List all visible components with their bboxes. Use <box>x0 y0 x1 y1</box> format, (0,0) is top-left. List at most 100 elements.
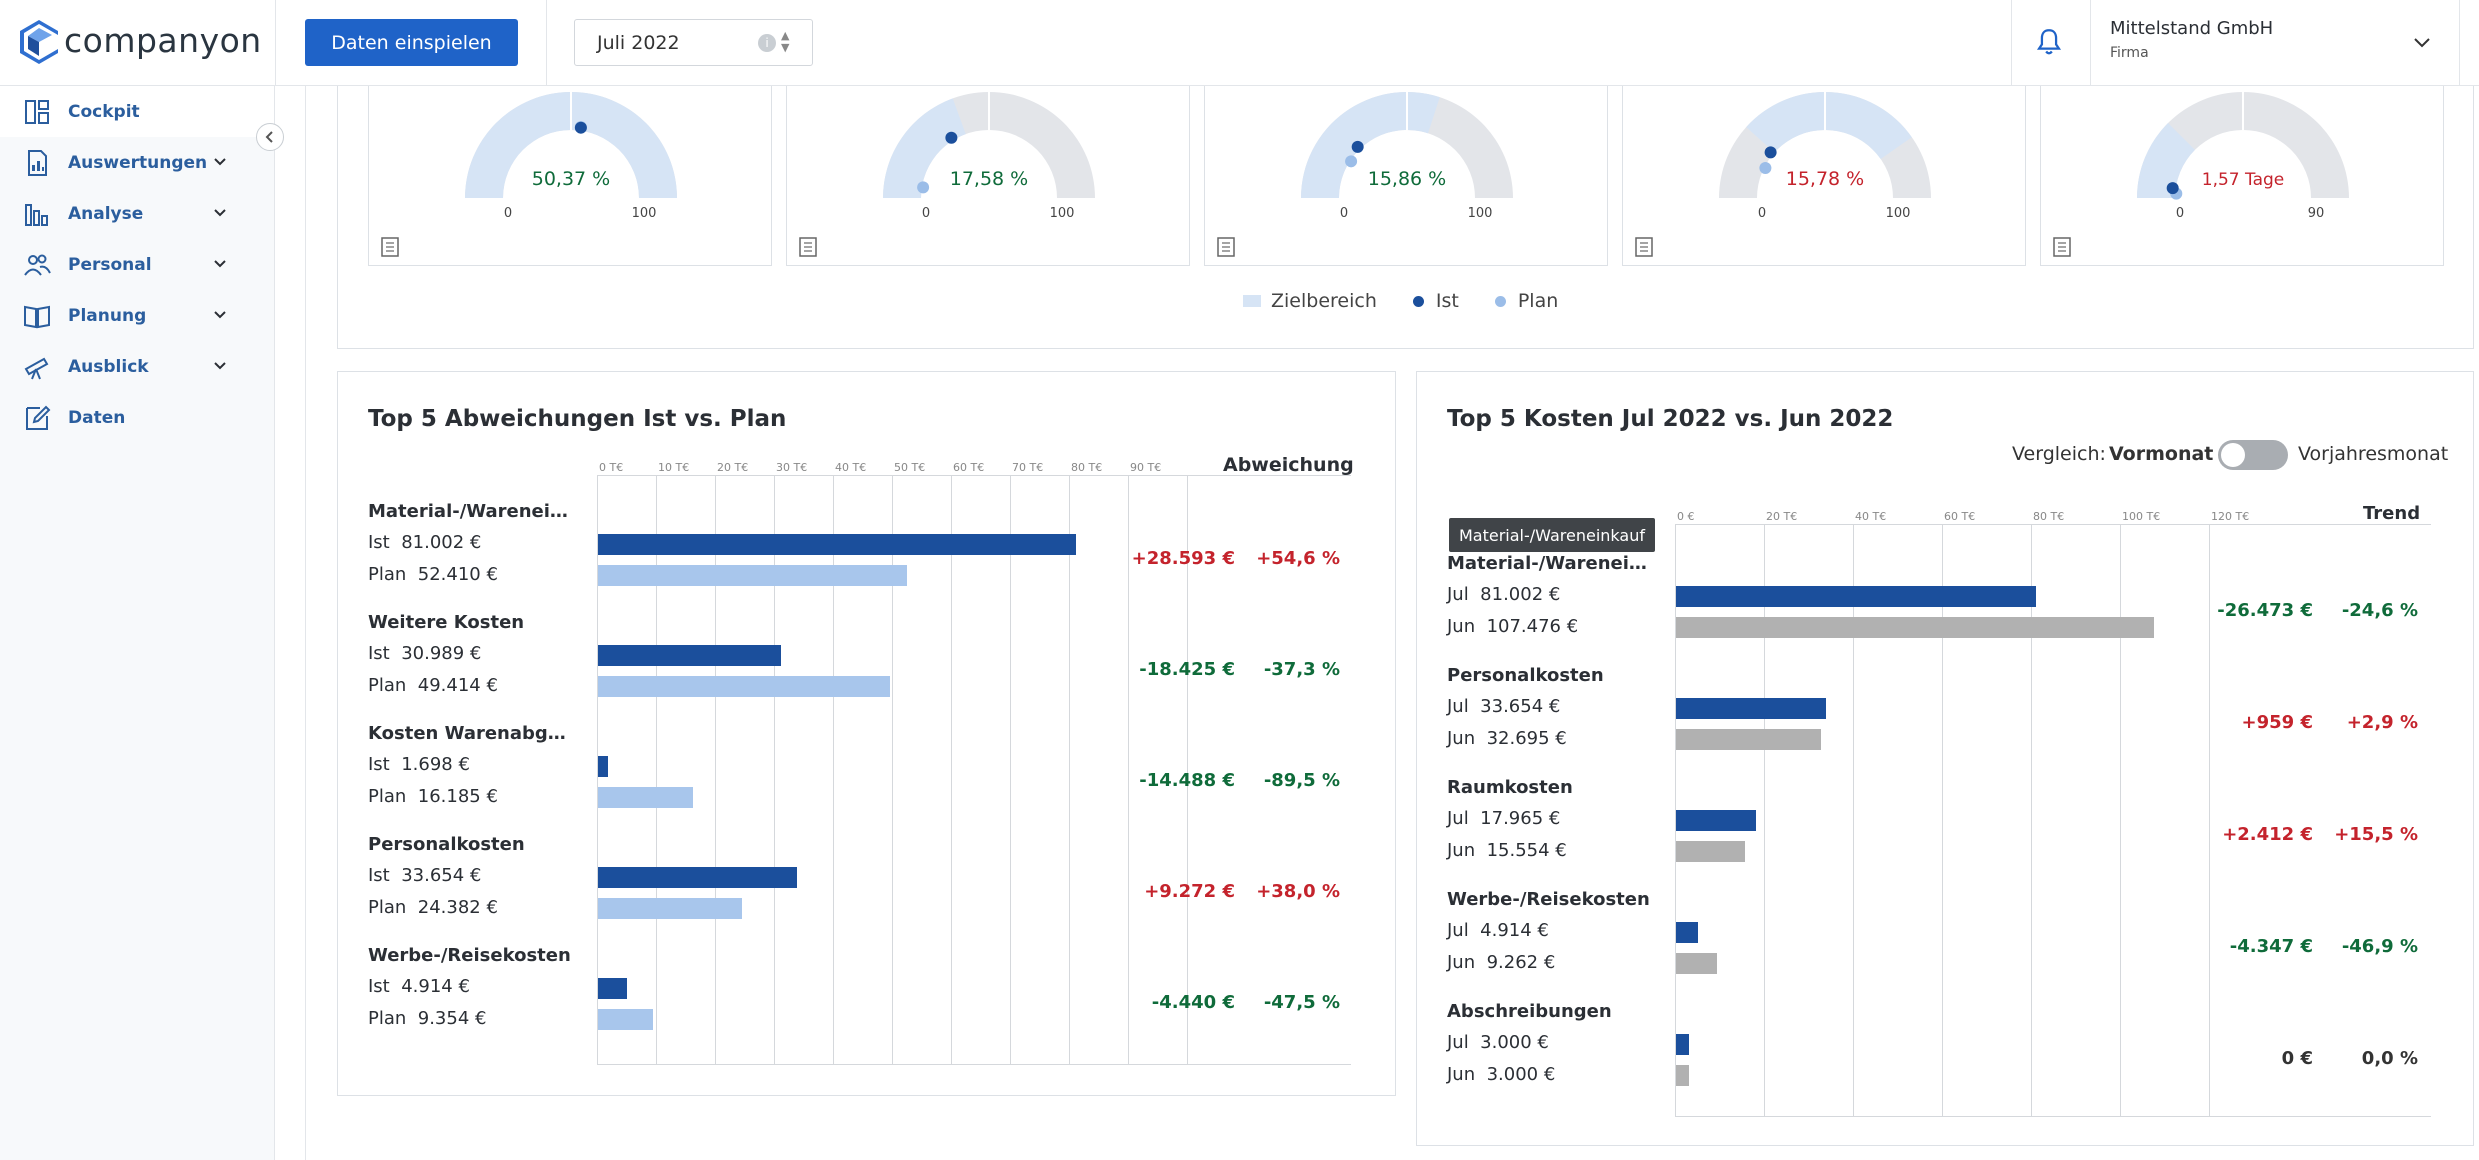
gauge-target-zone <box>465 92 677 198</box>
series-label: Jun <box>1447 952 1476 973</box>
bar-jun[interactable] <box>1676 729 1822 750</box>
bar-ist[interactable] <box>598 756 609 777</box>
deviation-percent: +38,0 % <box>1256 881 1340 902</box>
month-select[interactable]: Juli 2022 i ▲ ▼ <box>574 19 813 66</box>
series-label: Jul <box>1447 584 1469 605</box>
bar-jul[interactable] <box>1676 1034 1690 1055</box>
deviation-percent: +15,5 % <box>2334 824 2418 845</box>
sidebar-item-analyse[interactable]: Analyse <box>0 188 274 239</box>
row-primary-value: Jul 81.002 € <box>1447 584 1560 605</box>
row-category-label: Weitere Kosten <box>368 612 525 633</box>
gauge-chart: 15,78 % 0 100 <box>1719 92 1931 221</box>
gridline <box>833 475 834 1064</box>
gridline <box>1853 524 1854 1116</box>
sidebar-item-personal[interactable]: Personal <box>0 239 274 290</box>
sidebar-item-daten[interactable]: Daten <box>0 392 274 443</box>
bar-jun[interactable] <box>1676 953 1718 974</box>
brand-name: companyon <box>64 21 262 60</box>
sidebar-item-planung[interactable]: Planung <box>0 290 274 341</box>
bar-plan[interactable] <box>598 565 908 586</box>
deviation-percent: +54,6 % <box>1256 548 1340 569</box>
deviation-percent: -24,6 % <box>2341 600 2418 621</box>
legend-label: Zielbereich <box>1271 290 1377 312</box>
amount: 33.654 € <box>401 865 482 886</box>
sidebar-item-auswertungen[interactable]: Auswertungen <box>0 137 274 188</box>
sidebar-collapse-button[interactable] <box>256 123 284 151</box>
deviation-amount: +959 € <box>2241 712 2313 733</box>
gauge-ist-marker <box>1351 140 1364 153</box>
bar-plan[interactable] <box>598 787 694 808</box>
document-icon[interactable] <box>1217 237 1235 257</box>
bar-plan[interactable] <box>598 676 890 697</box>
row-category-label: Kosten Warenabg… <box>368 723 566 744</box>
amount: 15.554 € <box>1486 840 1567 861</box>
sidebar-item-cockpit[interactable]: Cockpit <box>0 86 274 137</box>
document-icon[interactable] <box>381 237 399 257</box>
row-category-label: Personalkosten <box>1447 665 1604 686</box>
compare-option-previous-month[interactable]: Vormonat <box>2109 443 2214 465</box>
bar-jul[interactable] <box>1676 810 1756 831</box>
gauge-max-label: 100 <box>1468 206 1493 221</box>
amount: 107.476 € <box>1486 616 1579 637</box>
bar-jun[interactable] <box>1676 841 1746 862</box>
gauge-min-label: 0 <box>922 206 930 221</box>
spacer <box>1475 952 1486 973</box>
company-switcher[interactable]: Mittelstand GmbH Firma <box>2110 18 2273 61</box>
deviation-amount: 0 € <box>2281 1048 2313 1069</box>
gridline <box>1069 475 1070 1064</box>
gauge-value: 50,37 % <box>532 168 611 190</box>
bar-ist[interactable] <box>598 645 781 666</box>
gauge-value: 15,78 % <box>1786 168 1865 190</box>
compare-toggle[interactable] <box>2218 440 2288 470</box>
month-select-value: Juli 2022 <box>597 31 680 54</box>
bar-plan[interactable] <box>598 898 742 919</box>
gauge-min-label: 0 <box>504 206 512 221</box>
deviation-amount: +9.272 € <box>1144 881 1235 902</box>
chevron-down-icon[interactable] <box>2410 30 2434 54</box>
top-costs-panel: Top 5 Kosten Jul 2022 vs. Jun 2022 Trend… <box>1416 371 2474 1146</box>
legend-item-plan: Plan <box>1494 290 1558 312</box>
compare-option-previous-year[interactable]: Vorjahresmonat <box>2298 443 2449 465</box>
document-icon[interactable] <box>799 237 817 257</box>
gauge-max-label: 100 <box>1050 206 1075 221</box>
spacer <box>390 976 401 997</box>
spacer <box>1475 728 1486 749</box>
x-axis-line <box>597 1064 1351 1065</box>
info-icon[interactable]: i <box>758 34 776 52</box>
bar-ist[interactable] <box>598 978 627 999</box>
gauge-legend: Zielbereich Ist Plan <box>1243 290 1594 312</box>
spacer <box>1475 1064 1486 1085</box>
axis-tick-label: 60 T€ <box>953 461 985 474</box>
gauge-track <box>2137 92 2349 198</box>
spacer <box>1475 616 1486 637</box>
gauge-max-label: 100 <box>1886 206 1911 221</box>
gauge-ist-marker <box>1764 146 1777 159</box>
series-label: Jul <box>1447 1032 1469 1053</box>
kpi-gauge-card: 17,58 % 0 100 <box>786 70 1190 266</box>
amount: 4.914 € <box>401 976 470 997</box>
bar-jul[interactable] <box>1676 922 1698 943</box>
document-icon[interactable] <box>2053 237 2071 257</box>
bar-ist[interactable] <box>598 867 797 888</box>
updown-chevron-icon: ▲ ▼ <box>781 29 790 54</box>
compare-label: Vergleich: <box>2012 443 2106 465</box>
bar-ist[interactable] <box>598 534 1076 555</box>
gauge-min-label: 0 <box>1340 206 1348 221</box>
notification-bell-icon[interactable] <box>2032 26 2066 60</box>
bar-jun[interactable] <box>1676 1065 1690 1086</box>
amount: 30.989 € <box>401 643 482 664</box>
deviation-percent: -37,3 % <box>1263 659 1340 680</box>
toggle-knob <box>2221 443 2245 467</box>
import-data-button[interactable]: Daten einspielen <box>305 19 518 66</box>
document-icon[interactable] <box>1635 237 1653 257</box>
series-label: Jun <box>1447 1064 1476 1085</box>
bar-jun[interactable] <box>1676 617 2155 638</box>
sidebar-item-ausblick[interactable]: Ausblick <box>0 341 274 392</box>
bar-tooltip: Material-/Wareneinkauf <box>1449 518 1655 552</box>
bar-jul[interactable] <box>1676 698 1826 719</box>
logo[interactable]: companyon <box>18 18 278 68</box>
company-name: Mittelstand GmbH <box>2110 18 2274 39</box>
bar-jul[interactable] <box>1676 586 2037 607</box>
bar-plan[interactable] <box>598 1009 654 1030</box>
